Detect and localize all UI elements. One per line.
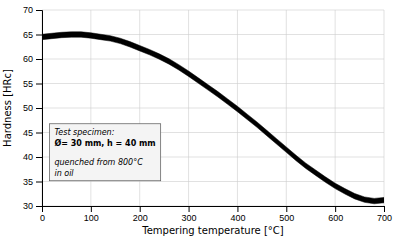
tick-mark bbox=[36, 157, 42, 158]
axis-line bbox=[43, 207, 385, 213]
marks bbox=[42, 32, 384, 204]
tick-label: 500 bbox=[279, 213, 294, 223]
y-axis-label: Hardness [HRc] bbox=[2, 69, 13, 147]
tick-mark bbox=[36, 59, 42, 60]
tick-mark bbox=[36, 35, 42, 36]
tick-label: 65 bbox=[23, 30, 33, 40]
tick: 60 bbox=[23, 54, 42, 64]
tick-label: 400 bbox=[230, 213, 245, 223]
tick-mark bbox=[189, 206, 190, 212]
tick: 45 bbox=[23, 128, 42, 138]
tick: 100 bbox=[84, 206, 99, 223]
tick: 55 bbox=[23, 79, 42, 89]
tick-label: 0 bbox=[40, 213, 45, 223]
tick-mark bbox=[91, 206, 92, 212]
tick-label: 600 bbox=[328, 213, 343, 223]
grid-line bbox=[42, 59, 384, 60]
tick-label: 700 bbox=[377, 213, 392, 223]
tick: 70 bbox=[23, 5, 42, 15]
tick-mark bbox=[36, 108, 42, 109]
tick: 40 bbox=[23, 152, 42, 162]
tick-mark bbox=[36, 182, 42, 183]
y-axis: 30 35 40 45 50 55 60 65 70 bbox=[23, 5, 43, 211]
plot: 0 100 200 300 400 500 600 700 30 35 40 45 50 55 60 65 70… bbox=[23, 5, 392, 223]
tick: 50 bbox=[23, 103, 42, 113]
tick-label: 70 bbox=[23, 5, 33, 15]
tick: 30 bbox=[23, 201, 42, 211]
tick: 300 bbox=[182, 206, 197, 223]
annotation-text: in oil bbox=[54, 169, 74, 178]
grid-line bbox=[42, 10, 384, 11]
tick-label: 30 bbox=[23, 201, 33, 211]
annotation: Test specimen:Ø= 30 mm, h = 40 mm quenche… bbox=[49, 124, 160, 181]
tick-label: 40 bbox=[23, 152, 33, 162]
tick-label: 60 bbox=[23, 54, 33, 64]
tick-label: 300 bbox=[182, 213, 197, 223]
tick-label: 35 bbox=[23, 177, 33, 187]
axis-line bbox=[36, 11, 43, 207]
tick-label: 45 bbox=[23, 128, 33, 138]
tick-label: 50 bbox=[23, 103, 33, 113]
tick-mark bbox=[36, 10, 42, 11]
tick-mark bbox=[335, 206, 336, 212]
tick-label: 100 bbox=[84, 213, 99, 223]
tick: 0 bbox=[40, 206, 45, 223]
tick-mark bbox=[237, 206, 238, 212]
tick: 700 bbox=[377, 206, 392, 223]
annotation-text: Test specimen: bbox=[54, 128, 114, 137]
band bbox=[42, 32, 384, 204]
tick-mark bbox=[36, 84, 42, 85]
grid-line bbox=[42, 83, 384, 84]
tick-label: 200 bbox=[133, 213, 148, 223]
tick: 65 bbox=[23, 30, 42, 40]
x-axis: 0 100 200 300 400 500 600 700 bbox=[40, 206, 392, 223]
tick-mark bbox=[140, 206, 141, 212]
tick-label: 55 bbox=[23, 79, 33, 89]
annotation-text: quenched from 800°C bbox=[54, 158, 143, 167]
grid bbox=[42, 10, 384, 206]
tick: 500 bbox=[279, 206, 294, 223]
grid-line bbox=[42, 108, 384, 109]
tick: 35 bbox=[23, 177, 42, 187]
tick: 600 bbox=[328, 206, 343, 223]
tick: 200 bbox=[133, 206, 148, 223]
tick: 400 bbox=[230, 206, 245, 223]
tick-mark bbox=[286, 206, 287, 212]
x-axis-label: Tempering temperature [°C] bbox=[141, 225, 283, 236]
tick-mark bbox=[384, 206, 385, 212]
annotation-box bbox=[49, 124, 160, 181]
chart: 0 100 200 300 400 500 600 700 30 35 40 45 50 55 60 65 70… bbox=[0, 0, 398, 238]
annotation-text: Ø= 30 mm, h = 40 mm bbox=[54, 138, 155, 148]
tick-mark bbox=[36, 206, 42, 207]
tick-mark bbox=[36, 133, 42, 134]
